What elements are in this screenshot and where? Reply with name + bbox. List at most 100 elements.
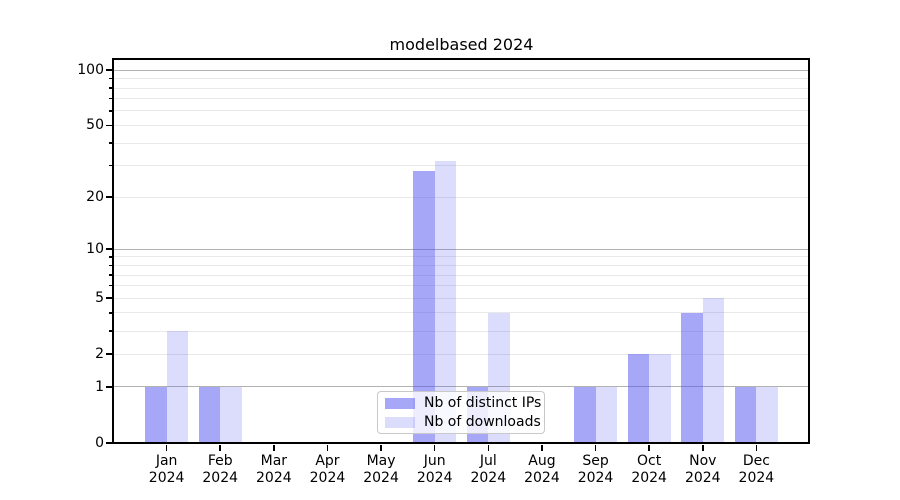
bar-feb-downloads — [220, 387, 242, 443]
minor-gridline — [114, 297, 808, 299]
y-tick-label: 1 — [95, 378, 104, 395]
x-tick-label: May 2024 — [349, 453, 413, 487]
x-tick-month: May — [366, 453, 396, 469]
x-tick-label: Dec 2024 — [724, 453, 788, 487]
x-tick-mark — [380, 445, 382, 451]
x-tick-year: 2024 — [363, 470, 399, 486]
legend-swatch-downloads — [385, 416, 415, 428]
bar-jun-downloads — [434, 160, 457, 443]
legend-swatch-distinct-ips — [385, 397, 415, 409]
x-tick-year: 2024 — [470, 470, 507, 486]
bar-oct-distinct-ips — [627, 354, 650, 443]
y-minor-tick-mark — [109, 274, 113, 276]
minor-gridline — [114, 196, 808, 198]
y-tick-mark — [106, 248, 112, 251]
x-tick-label: Feb 2024 — [188, 453, 252, 487]
x-tick-mark — [648, 445, 650, 451]
bar-jan-downloads — [166, 331, 189, 443]
minor-gridline — [114, 110, 808, 112]
x-tick-label: Apr 2024 — [295, 453, 359, 487]
y-minor-tick-mark — [109, 312, 113, 314]
x-tick-month: Jun — [423, 453, 446, 469]
minor-gridline — [114, 165, 808, 167]
x-tick-month: Feb — [207, 453, 233, 469]
bar-sep-downloads — [595, 387, 618, 443]
x-tick-mark — [326, 445, 329, 451]
x-tick-month: Dec — [742, 453, 770, 469]
x-tick-mark — [165, 445, 168, 451]
y-minor-tick-mark — [109, 256, 113, 258]
x-tick-month: Nov — [689, 453, 717, 469]
y-minor-tick-mark — [109, 142, 113, 144]
x-tick-mark — [701, 445, 704, 451]
bar-dec-distinct-ips — [734, 387, 757, 443]
y-minor-tick-mark — [109, 264, 113, 267]
x-tick-year: 2024 — [738, 470, 775, 486]
minor-gridline — [114, 330, 808, 332]
bar-sep-distinct-ips — [574, 387, 596, 443]
x-tick-month: Jul — [479, 453, 497, 469]
x-tick-year: 2024 — [631, 470, 667, 486]
y-tick-mark — [106, 386, 112, 388]
minor-gridline — [114, 124, 808, 126]
x-tick-label: Oct 2024 — [617, 453, 681, 487]
x-tick-month: Mar — [260, 453, 288, 469]
minor-gridline — [114, 265, 808, 266]
x-tick-year: 2024 — [684, 470, 721, 486]
x-tick-year: 2024 — [577, 470, 614, 486]
bar-jan-distinct-ips — [145, 387, 167, 443]
y-minor-tick-mark — [109, 285, 113, 287]
x-tick-year: 2024 — [256, 470, 292, 486]
x-tick-month: Sep — [582, 453, 609, 469]
x-tick-label: Jun 2024 — [403, 453, 467, 487]
y-tick-label: 0 — [95, 434, 104, 451]
major-gridline — [114, 69, 808, 71]
minor-gridline — [114, 256, 808, 258]
x-tick-mark — [273, 445, 275, 451]
x-tick-mark — [433, 445, 436, 451]
x-tick-mark — [487, 445, 490, 451]
x-tick-mark — [219, 445, 222, 451]
minor-gridline — [114, 142, 808, 144]
x-tick-mark — [755, 445, 758, 451]
minor-gridline — [114, 285, 808, 287]
legend-item-distinct-ips: Nb of distinct IPs — [385, 395, 544, 411]
x-tick-label: Nov 2024 — [671, 453, 735, 487]
minor-gridline — [114, 87, 808, 89]
x-tick-mark — [541, 445, 543, 451]
minor-gridline — [114, 274, 808, 276]
legend-label-downloads: Nb of downloads — [424, 413, 541, 430]
x-tick-month: Jan — [155, 453, 178, 469]
y-tick-mark — [106, 69, 112, 71]
y-tick-label: 10 — [86, 240, 104, 257]
y-tick-label: 20 — [86, 188, 104, 205]
x-tick-label: Jan 2024 — [135, 453, 199, 487]
x-tick-month: Aug — [528, 453, 556, 469]
minor-gridline — [114, 98, 808, 100]
y-minor-tick-mark — [109, 164, 113, 167]
x-tick-month: Oct — [637, 453, 662, 469]
y-minor-tick-mark — [109, 330, 113, 332]
bar-dec-downloads — [756, 387, 778, 443]
x-tick-label: Sep 2024 — [564, 453, 628, 487]
legend-item-downloads: Nb of downloads — [385, 413, 544, 430]
legend: Nb of distinct IPs Nb of downloads — [377, 391, 545, 434]
x-tick-year: 2024 — [148, 470, 185, 486]
x-tick-year: 2024 — [524, 470, 560, 486]
y-tick-label: 2 — [95, 345, 104, 362]
major-gridline — [114, 386, 808, 388]
x-tick-year: 2024 — [309, 470, 346, 486]
bar-feb-distinct-ips — [198, 387, 221, 443]
major-gridline — [114, 248, 808, 250]
minor-gridline — [114, 78, 808, 80]
x-tick-month: Apr — [315, 453, 340, 469]
x-tick-label: Jul 2024 — [456, 453, 520, 487]
y-tick-mark — [106, 442, 112, 444]
y-minor-tick-mark — [109, 110, 113, 112]
y-minor-tick-mark — [109, 87, 113, 89]
y-minor-tick-mark — [109, 78, 113, 80]
bar-nov-downloads — [702, 298, 725, 443]
x-tick-year: 2024 — [202, 470, 239, 486]
y-tick-mark — [106, 353, 112, 356]
